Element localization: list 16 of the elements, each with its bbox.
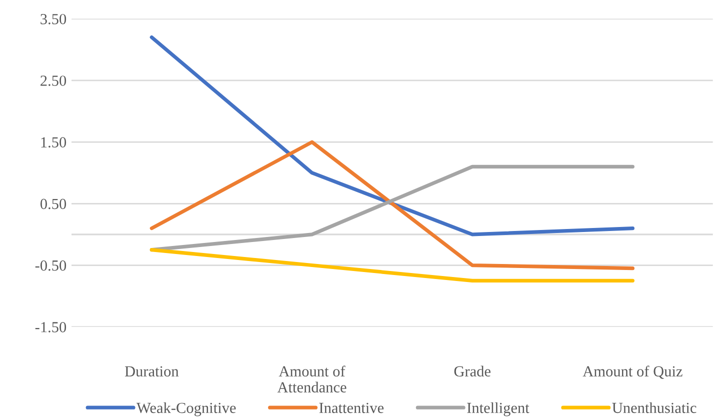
line-series xyxy=(150,140,634,270)
legend-label: Intelligent xyxy=(467,402,530,416)
x-tick-label: Duration xyxy=(124,366,179,377)
y-tick-label: 1.50 xyxy=(41,137,66,148)
legend-label: Unenthusiatic xyxy=(612,402,696,414)
y-tick-label: -0.50 xyxy=(35,260,66,271)
legend-label: Weak-Cognitive xyxy=(136,402,236,416)
line-series xyxy=(150,35,634,236)
x-tick-label: Grade xyxy=(454,366,490,377)
y-tick-label: 2.50 xyxy=(40,76,66,86)
y-tick-label: 0.50 xyxy=(40,198,66,210)
x-tick-label: Amount of Attendance xyxy=(277,366,346,392)
y-tick-label: -1.50 xyxy=(35,322,66,332)
y-tick-label: 3.50 xyxy=(40,14,66,24)
legend-label: Inattentive xyxy=(319,402,384,414)
x-tick-label: Amount of Quiz xyxy=(582,366,682,379)
